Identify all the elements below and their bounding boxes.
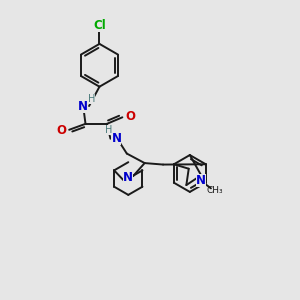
Text: O: O	[125, 110, 135, 123]
Text: CH₃: CH₃	[206, 186, 223, 195]
Text: N: N	[77, 100, 88, 113]
Text: N: N	[111, 132, 122, 145]
Text: Cl: Cl	[93, 19, 106, 32]
Text: N: N	[123, 171, 133, 184]
Text: N: N	[196, 174, 206, 187]
Text: O: O	[57, 124, 67, 137]
Text: H: H	[105, 125, 112, 135]
Text: H: H	[88, 94, 95, 104]
